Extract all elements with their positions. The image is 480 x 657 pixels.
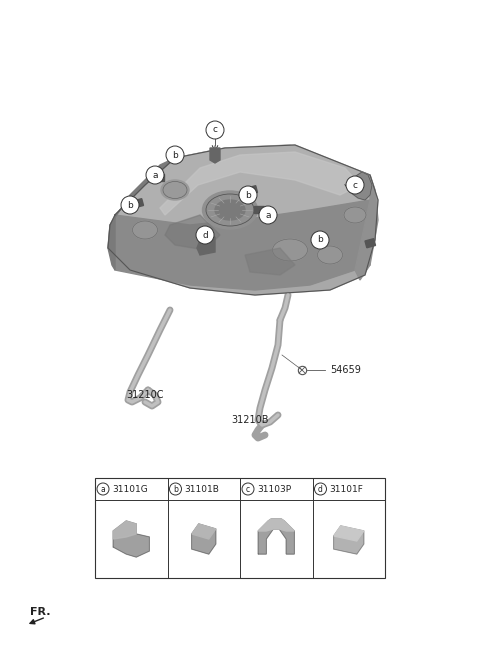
- Text: d: d: [202, 231, 208, 240]
- Polygon shape: [165, 215, 220, 250]
- Ellipse shape: [344, 207, 366, 223]
- Text: b: b: [173, 484, 178, 493]
- Text: d: d: [318, 484, 323, 493]
- Circle shape: [169, 483, 181, 495]
- Text: c: c: [352, 181, 358, 189]
- Polygon shape: [108, 145, 378, 295]
- Polygon shape: [115, 145, 370, 225]
- Polygon shape: [245, 248, 295, 275]
- Polygon shape: [113, 521, 149, 557]
- Bar: [133, 198, 144, 208]
- Circle shape: [196, 226, 214, 244]
- Polygon shape: [115, 200, 370, 290]
- Text: 31210C: 31210C: [126, 390, 164, 400]
- Bar: [95, 478, 385, 578]
- Circle shape: [97, 483, 109, 495]
- Bar: [254, 206, 264, 213]
- Polygon shape: [113, 521, 136, 539]
- Text: b: b: [245, 191, 251, 200]
- Ellipse shape: [161, 180, 189, 200]
- Text: 31101G: 31101G: [112, 484, 148, 493]
- Polygon shape: [192, 524, 216, 539]
- Text: b: b: [172, 150, 178, 160]
- Polygon shape: [210, 148, 220, 163]
- Circle shape: [146, 166, 164, 184]
- Text: b: b: [317, 235, 323, 244]
- Polygon shape: [108, 158, 175, 270]
- Text: 31103P: 31103P: [257, 484, 291, 493]
- Circle shape: [314, 483, 326, 495]
- Text: b: b: [127, 200, 133, 210]
- Circle shape: [259, 206, 277, 224]
- Text: a: a: [152, 171, 158, 179]
- Ellipse shape: [317, 246, 343, 264]
- Text: 31101B: 31101B: [184, 484, 219, 493]
- Polygon shape: [334, 526, 364, 541]
- Text: a: a: [265, 210, 271, 219]
- Ellipse shape: [203, 191, 257, 229]
- Polygon shape: [258, 519, 294, 554]
- Text: 31101F: 31101F: [329, 484, 363, 493]
- Text: 31210B: 31210B: [231, 415, 269, 425]
- Text: c: c: [213, 125, 217, 135]
- Circle shape: [242, 483, 254, 495]
- Text: c: c: [246, 484, 250, 493]
- Text: a: a: [101, 484, 106, 493]
- Circle shape: [239, 186, 257, 204]
- Circle shape: [311, 231, 329, 249]
- Ellipse shape: [273, 239, 308, 261]
- Polygon shape: [197, 237, 215, 255]
- Text: 54659: 54659: [330, 365, 361, 375]
- Bar: [154, 174, 164, 181]
- Polygon shape: [348, 172, 372, 200]
- Ellipse shape: [132, 221, 157, 239]
- Bar: [313, 236, 324, 245]
- Bar: [247, 186, 257, 194]
- Circle shape: [166, 146, 184, 164]
- Polygon shape: [334, 526, 364, 554]
- Polygon shape: [355, 175, 378, 280]
- Polygon shape: [160, 152, 360, 215]
- Ellipse shape: [215, 200, 245, 220]
- Polygon shape: [258, 519, 294, 531]
- Polygon shape: [192, 524, 216, 554]
- Text: FR.: FR.: [30, 607, 50, 617]
- Circle shape: [121, 196, 139, 214]
- Bar: [365, 238, 375, 248]
- Circle shape: [346, 176, 364, 194]
- Circle shape: [206, 121, 224, 139]
